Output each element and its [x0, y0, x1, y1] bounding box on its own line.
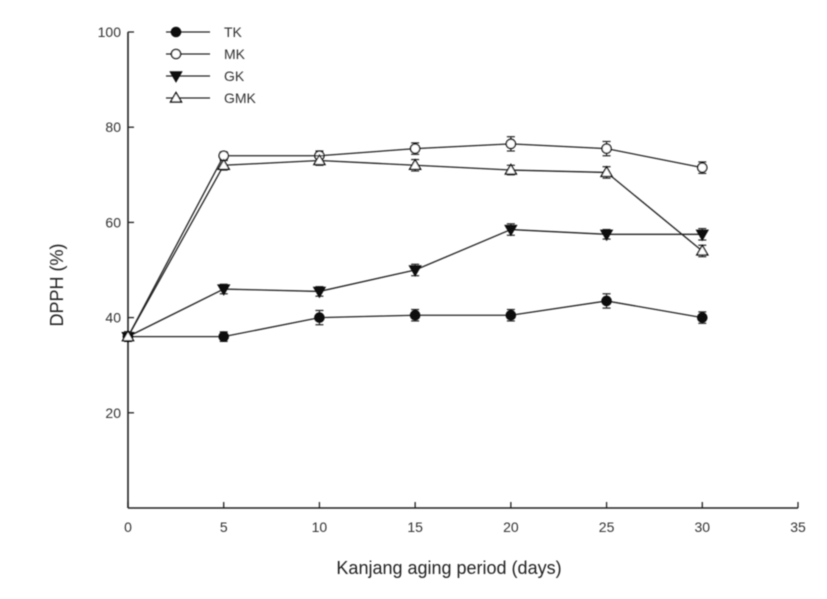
y-tick-label: 80	[105, 119, 121, 135]
data-point	[408, 265, 422, 277]
x-tick-label: 10	[312, 519, 328, 535]
y-tick-label: 100	[98, 24, 122, 40]
legend-item-gmk: GMK	[166, 90, 257, 106]
axis-ticks: 20 40 60 80 100 0 5 10 15 20 25 30 35	[98, 24, 806, 535]
data-point	[695, 229, 709, 242]
data-point	[599, 165, 614, 178]
data-point	[599, 229, 614, 242]
data-point	[312, 153, 327, 166]
data-point	[601, 143, 612, 154]
data-point	[121, 329, 135, 342]
x-tick-label: 25	[599, 519, 615, 535]
legend-item-tk: TK	[166, 24, 243, 40]
legend-label: TK	[224, 24, 243, 40]
x-tick-label: 15	[407, 519, 423, 535]
data-point	[504, 163, 518, 175]
series-tk	[122, 293, 708, 342]
legend-label: GMK	[224, 90, 257, 106]
legend-item-mk: MK	[166, 46, 246, 62]
data-point	[695, 244, 709, 256]
data-point	[409, 309, 421, 321]
legend: TK MK GK GMK	[166, 24, 257, 106]
legend-marker	[170, 48, 182, 60]
x-tick-label: 30	[694, 519, 710, 535]
y-tick-label: 40	[105, 310, 121, 326]
data-point	[409, 143, 421, 154]
legend-item-gk: GK	[166, 68, 245, 84]
series-group	[121, 136, 709, 344]
legend-marker	[169, 71, 183, 83]
y-tick-label: 20	[105, 405, 121, 421]
data-point	[217, 158, 231, 170]
data-point	[218, 331, 230, 342]
data-point	[505, 309, 517, 321]
series-line	[127, 143, 703, 337]
series-gk	[121, 223, 709, 344]
legend-label: GK	[224, 68, 245, 84]
legend-marker	[170, 26, 182, 38]
series-gmk	[121, 153, 709, 342]
y-tick-label: 60	[105, 214, 121, 230]
x-tick-label: 35	[790, 519, 806, 535]
data-point	[217, 284, 231, 296]
x-axis-title: Kanjang aging period (days)	[336, 558, 561, 578]
x-tick-label: 0	[124, 519, 132, 535]
data-point	[696, 162, 708, 173]
legend-marker	[169, 91, 183, 103]
data-point	[312, 286, 327, 299]
data-point	[696, 312, 708, 323]
data-point	[505, 138, 517, 150]
x-tick-label: 5	[220, 519, 228, 535]
plot-area: 20 40 60 80 100 0 5 10 15 20 25 30 35 TK MK GK GMK Kanj…	[47, 24, 806, 578]
data-point	[314, 312, 325, 323]
y-axis-title: DPPH (%)	[47, 243, 67, 326]
data-point	[601, 295, 612, 307]
legend-label: MK	[224, 46, 246, 62]
data-point	[408, 158, 422, 170]
data-point	[504, 224, 518, 237]
x-tick-label: 20	[503, 519, 519, 535]
